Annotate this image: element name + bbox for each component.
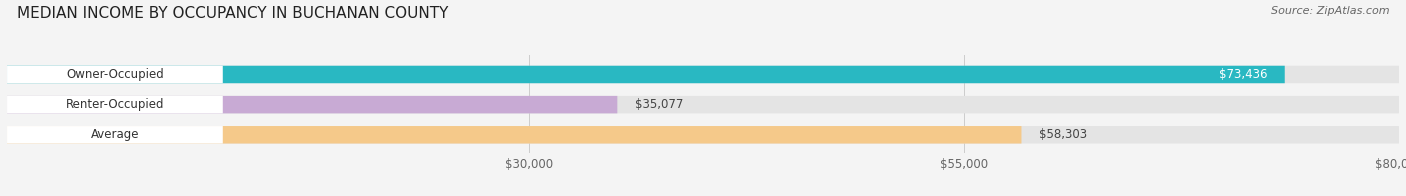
FancyBboxPatch shape [7, 126, 1399, 143]
FancyBboxPatch shape [7, 66, 222, 83]
Text: $73,436: $73,436 [1219, 68, 1267, 81]
Text: Owner-Occupied: Owner-Occupied [66, 68, 163, 81]
Text: Source: ZipAtlas.com: Source: ZipAtlas.com [1271, 6, 1389, 16]
FancyBboxPatch shape [7, 66, 1285, 83]
FancyBboxPatch shape [7, 96, 617, 113]
FancyBboxPatch shape [7, 96, 222, 113]
FancyBboxPatch shape [7, 126, 222, 143]
Text: Average: Average [90, 128, 139, 141]
FancyBboxPatch shape [7, 66, 1399, 83]
Text: $35,077: $35,077 [634, 98, 683, 111]
FancyBboxPatch shape [7, 96, 1399, 113]
FancyBboxPatch shape [7, 126, 1021, 143]
Text: Renter-Occupied: Renter-Occupied [66, 98, 165, 111]
Text: MEDIAN INCOME BY OCCUPANCY IN BUCHANAN COUNTY: MEDIAN INCOME BY OCCUPANCY IN BUCHANAN C… [17, 6, 449, 21]
Text: $58,303: $58,303 [1039, 128, 1087, 141]
